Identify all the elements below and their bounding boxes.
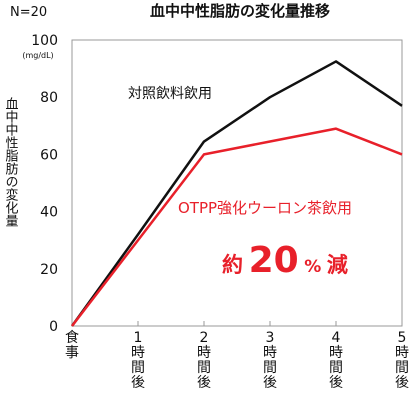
series-line-otpp	[71, 127, 403, 327]
x-tick-label: 4 時間後	[329, 330, 343, 391]
series-line-control	[70, 60, 403, 327]
y-tick-label: 20	[40, 262, 58, 278]
annotation-percent: %	[304, 257, 321, 277]
reduction-annotation: 約 20 % 減	[222, 240, 348, 281]
x-tick-labels: 食事 1 時間後 2 時間後 3 時間後 4 時間後 5 時間後	[65, 321, 409, 391]
chart-title: 血中中性脂肪の変化量推移	[150, 2, 330, 20]
sample-size-label: N=20	[10, 5, 47, 20]
y-tick-label: 100	[31, 33, 58, 49]
annotation-number: 20	[249, 240, 299, 281]
y-axis-label: 血中中性脂肪の変化量	[3, 97, 19, 227]
annotation-prefix: 約	[222, 253, 243, 277]
y-tick-labels: 0 20 40 60 80 100	[31, 33, 58, 335]
annotation-suffix: 減	[327, 253, 348, 277]
y-tick-label: 80	[40, 90, 58, 106]
x-tick-label: 5 時間後	[395, 330, 409, 391]
x-tick-label: 3 時間後	[263, 330, 277, 391]
series-label-otpp: OTPP強化ウーロン茶飲用	[178, 199, 352, 217]
series-label-control: 対照飲料飲用	[128, 86, 212, 102]
y-tick-label: 0	[49, 319, 58, 335]
x-tick-label: 食事	[65, 329, 79, 361]
y-axis-unit: (mg/dL)	[22, 51, 53, 60]
y-tick-label: 40	[40, 205, 58, 221]
plot-frame	[71, 39, 403, 327]
series-lines	[70, 60, 403, 327]
y-tick-label: 60	[40, 147, 58, 163]
x-tick-label: 2 時間後	[197, 330, 211, 391]
x-tick-label: 1 時間後	[131, 330, 145, 391]
